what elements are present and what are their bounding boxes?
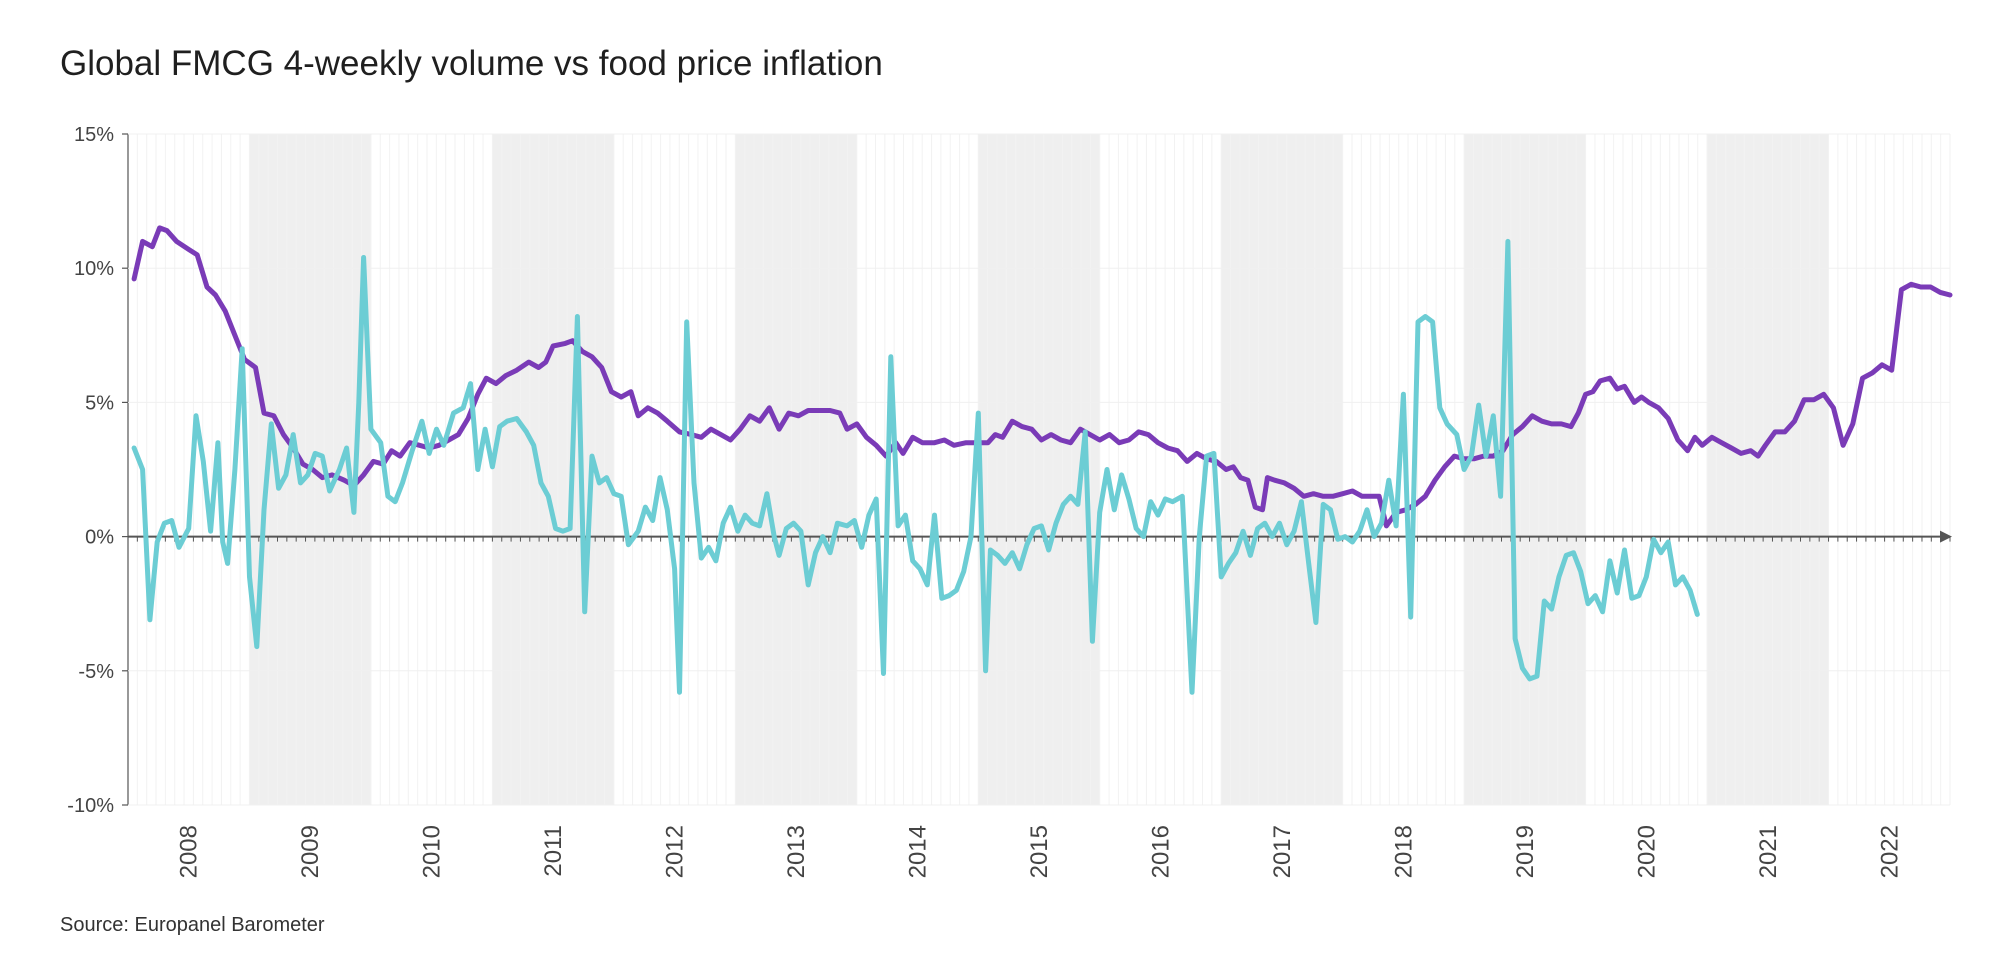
series-line-volume	[131, 238, 1700, 695]
x-tick-label-2017: 2017	[1269, 825, 1296, 878]
x-tick-label-2022: 2022	[1876, 825, 1903, 878]
chart-title: Global FMCG 4-weekly volume vs food pric…	[60, 44, 883, 83]
x-tick-label-2018: 2018	[1390, 825, 1417, 878]
x-axis: 2008 2009 2010 2011 2012 2013 2014 2015 2016 2017…	[176, 825, 1904, 878]
year-shading-bands	[249, 134, 1829, 805]
x-tick-label-2009: 2009	[297, 825, 324, 878]
x-tick-label-2015: 2015	[1026, 825, 1053, 878]
y-tick-label: 15%	[74, 124, 114, 146]
shade-band-2013	[735, 134, 857, 805]
x-tick-label-2014: 2014	[905, 825, 932, 878]
x-tick-label-2021: 2021	[1755, 825, 1782, 878]
y-axis: 15% 10% 5% 0% -5% -10%	[67, 124, 1950, 817]
x-tick-label-2011: 2011	[540, 825, 567, 877]
y-tick-label: -5%	[78, 661, 114, 683]
x-tick-label-2020: 2020	[1633, 825, 1660, 878]
y-tick-label: -10%	[67, 795, 114, 817]
x-tick-label-2012: 2012	[662, 825, 689, 878]
series-lines	[131, 225, 1953, 695]
series-line-food_price	[131, 225, 1953, 529]
source-note: Source: Europanel Barometer	[60, 914, 325, 936]
shade-band-2017	[1221, 134, 1343, 805]
shade-band-2019	[1464, 134, 1586, 805]
x-tick-label-2008: 2008	[176, 825, 203, 878]
y-tick-label: 0%	[85, 527, 114, 549]
x-tick-label-2019: 2019	[1512, 825, 1539, 878]
y-tick-label: 5%	[85, 392, 114, 414]
x-tick-label-2016: 2016	[1147, 825, 1174, 878]
x-tick-label-2013: 2013	[783, 825, 810, 878]
zero-axis-arrow	[1940, 530, 1952, 543]
x-tick-label-2010: 2010	[419, 825, 446, 878]
shade-band-2021	[1707, 134, 1829, 805]
y-tick-label: 10%	[74, 258, 114, 280]
